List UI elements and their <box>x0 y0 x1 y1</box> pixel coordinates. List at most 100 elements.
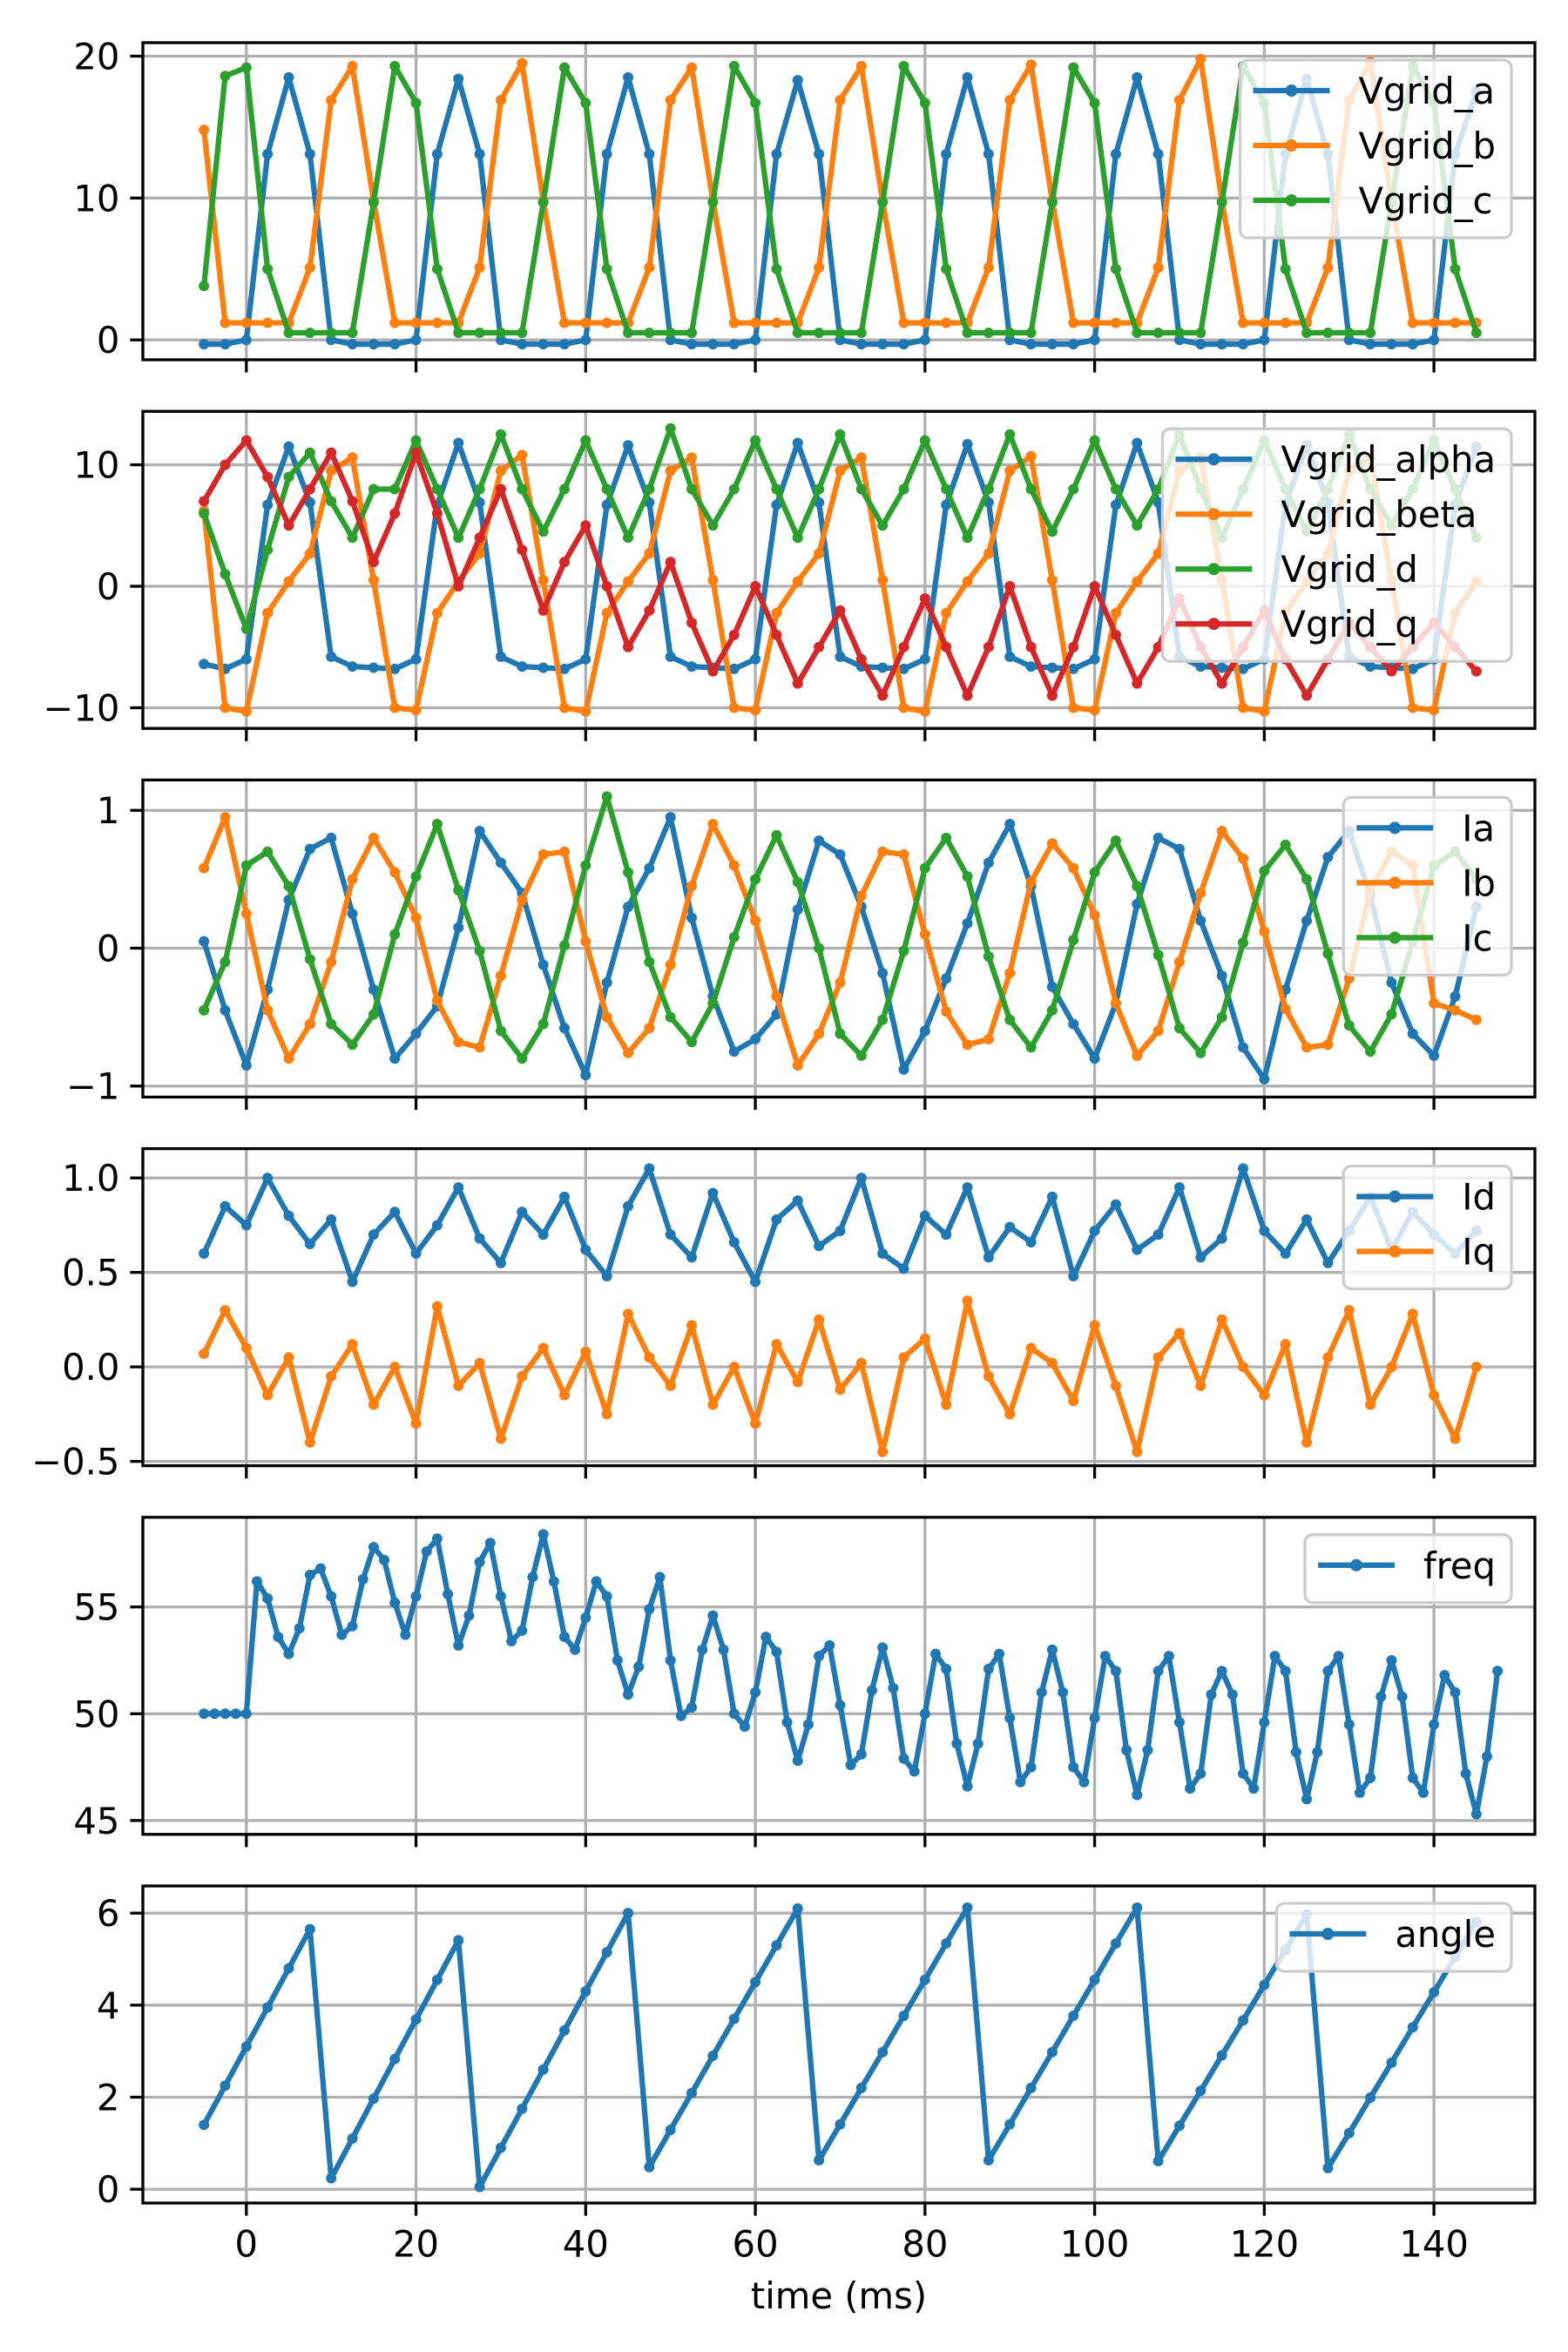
data-point-ia <box>1004 819 1016 830</box>
data-point-iq <box>495 1433 506 1444</box>
data-point-iq <box>1450 1433 1461 1444</box>
y-tick-label: 10 <box>73 444 119 487</box>
data-point-id <box>728 1236 740 1247</box>
data-point-vgrid-a <box>877 339 889 350</box>
legend-label: Ib <box>1462 862 1496 904</box>
data-point-vgrid-a <box>283 71 294 83</box>
data-point-vgrid-q <box>1301 690 1313 701</box>
data-point-vgrid-beta <box>1004 465 1016 476</box>
data-point-iq <box>1238 1362 1249 1373</box>
data-point-vgrid-c <box>347 328 358 339</box>
data-point-vgrid-a <box>1025 339 1037 350</box>
data-point-freq <box>1195 1767 1206 1779</box>
data-point-vgrid-c <box>495 328 506 339</box>
data-point-vgrid-b <box>1280 317 1291 328</box>
data-point-vgrid-c <box>814 328 825 339</box>
legend-item: Vgrid_b <box>1253 125 1496 167</box>
y-tick-label: 0 <box>97 319 120 362</box>
data-point-angle <box>623 1908 634 1919</box>
data-point-freq <box>855 1748 867 1760</box>
data-point-angle <box>453 1935 464 1946</box>
data-point-ic <box>941 832 952 843</box>
data-point-angle <box>1238 2015 1249 2026</box>
data-point-vgrid-b <box>919 317 930 328</box>
legend-marker <box>1285 194 1298 206</box>
data-point-ib <box>814 1028 825 1039</box>
data-point-ib <box>707 819 719 830</box>
data-point-id <box>347 1276 358 1288</box>
data-point-ib <box>1429 997 1440 1009</box>
data-point-freq <box>537 1529 549 1540</box>
data-point-vgrid-c <box>855 328 867 339</box>
data-point-vgrid-beta <box>707 575 719 586</box>
legend-item: Ic <box>1356 916 1492 959</box>
data-point-freq <box>1470 1808 1482 1820</box>
y-tick-label: −0.5 <box>31 1441 119 1484</box>
data-point-ic <box>453 885 464 896</box>
data-point-iq <box>220 1305 231 1316</box>
data-point-ia <box>453 922 464 933</box>
data-point-vgrid-alpha <box>792 437 803 449</box>
data-point-angle <box>1216 2050 1227 2061</box>
data-point-freq <box>781 1717 793 1728</box>
data-point-vgrid-c <box>644 328 655 339</box>
data-point-freq <box>1290 1747 1301 1758</box>
data-point-vgrid-beta <box>410 705 422 716</box>
data-point-ic <box>665 1011 676 1023</box>
data-point-iq <box>347 1339 358 1350</box>
data-point-freq <box>251 1576 262 1587</box>
data-point-vgrid-a <box>919 335 930 346</box>
data-point-vgrid-q <box>1470 666 1482 677</box>
data-point-vgrid-b <box>431 317 443 328</box>
data-point-vgrid-b <box>410 317 422 328</box>
data-point-ic <box>835 1028 846 1039</box>
data-point-angle <box>1110 1938 1121 1950</box>
data-point-ic <box>750 874 761 885</box>
data-point-vgrid-q <box>623 641 634 652</box>
data-point-vgrid-c <box>898 60 909 71</box>
subplot-5: 45 50 55 freq <box>73 1516 1537 1848</box>
data-point-vgrid-q <box>1046 690 1058 701</box>
data-point-vgrid-c <box>1089 98 1100 109</box>
data-point-vgrid-beta <box>368 575 379 586</box>
data-point-ic <box>537 1018 549 1030</box>
data-point-vgrid-b <box>941 317 952 328</box>
data-point-freq <box>718 1644 729 1655</box>
data-point-vgrid-q <box>1386 666 1397 677</box>
data-point-freq <box>1216 1666 1227 1677</box>
data-point-vgrid-beta <box>495 465 506 476</box>
data-point-id <box>835 1225 846 1236</box>
data-point-freq <box>1280 1666 1291 1677</box>
data-point-ic <box>1068 934 1079 945</box>
data-point-ic <box>304 954 315 965</box>
data-point-vgrid-q <box>1152 641 1164 652</box>
data-point-freq <box>1439 1670 1450 1681</box>
data-point-vgrid-b <box>983 262 994 274</box>
data-point-vgrid-b <box>665 94 676 105</box>
data-point-ib <box>220 812 231 823</box>
legend-label: freq <box>1423 1544 1496 1587</box>
data-point-ia <box>792 904 803 916</box>
data-point-freq <box>1015 1776 1026 1788</box>
data-point-freq <box>835 1700 846 1711</box>
data-point-vgrid-d <box>601 483 612 495</box>
data-point-iq <box>368 1399 379 1410</box>
legend-marker <box>1207 453 1220 466</box>
data-point-vgrid-d <box>517 483 528 495</box>
data-point-vgrid-a <box>389 339 401 350</box>
data-point-iq <box>1089 1320 1100 1331</box>
data-point-vgrid-c <box>728 60 740 71</box>
data-point-vgrid-b <box>1110 317 1121 328</box>
data-point-vgrid-d <box>898 483 909 495</box>
data-point-vgrid-beta <box>983 548 994 559</box>
legend-marker <box>1389 821 1402 835</box>
data-point-freq <box>919 1708 930 1720</box>
data-point-freq <box>888 1682 899 1693</box>
data-point-freq <box>1173 1717 1185 1728</box>
data-point-freq <box>1492 1666 1504 1677</box>
data-point-vgrid-q <box>1004 581 1016 592</box>
data-point-ia <box>665 812 676 823</box>
data-point-vgrid-b <box>1259 317 1270 328</box>
data-point-freq <box>1259 1717 1270 1728</box>
data-point-vgrid-alpha <box>240 653 252 665</box>
